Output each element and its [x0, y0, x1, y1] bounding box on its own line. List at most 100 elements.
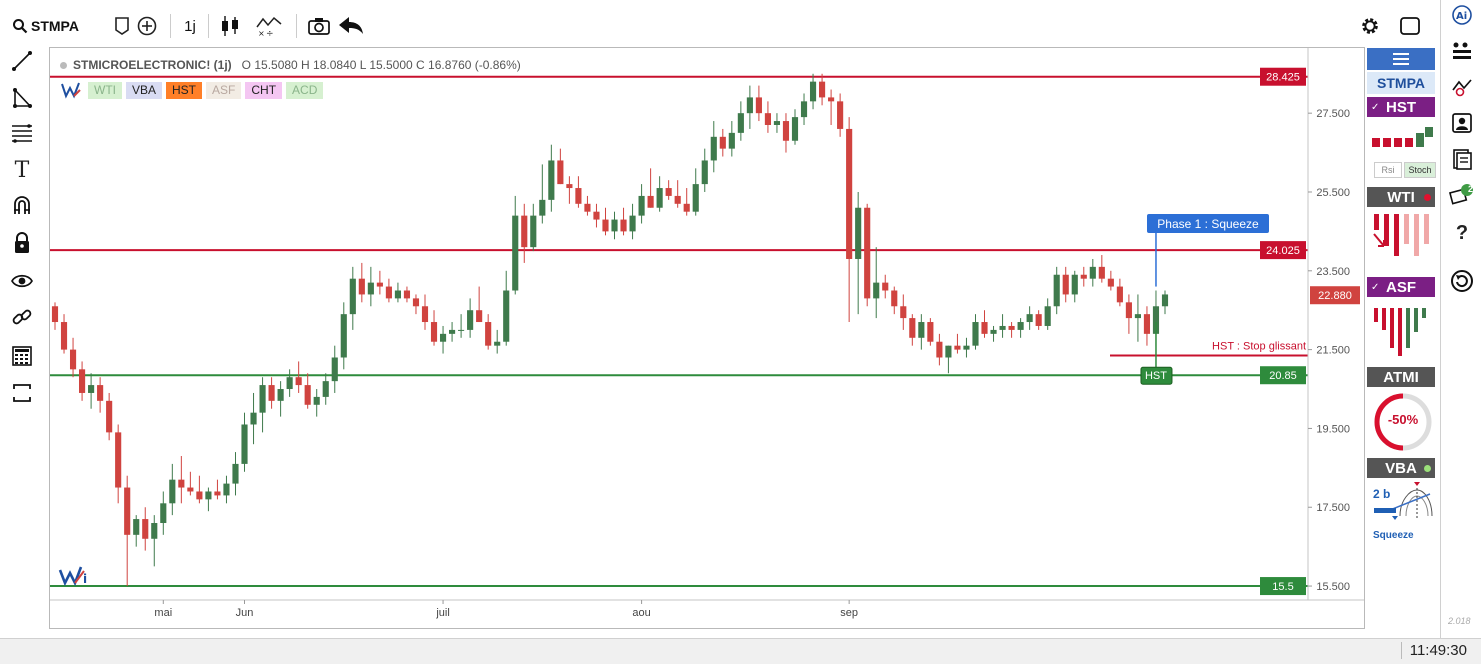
candle: [954, 333, 961, 354]
trend-line-icon[interactable]: [9, 48, 35, 74]
magnet-icon[interactable]: [9, 192, 35, 218]
hst-tag-label: HST: [1145, 370, 1167, 382]
add-indicator-icon[interactable]: [136, 12, 158, 40]
wti-header[interactable]: WTI: [1367, 187, 1435, 207]
candle: [620, 207, 627, 236]
atmi-value: -50%: [1387, 412, 1419, 427]
candle-body: [223, 483, 230, 496]
panel-menu-button[interactable]: [1367, 48, 1435, 70]
candles-icon[interactable]: [218, 12, 242, 40]
level-tag: [1260, 366, 1306, 385]
candle: [403, 286, 411, 303]
candle-body: [828, 97, 835, 102]
fibonacci-icon[interactable]: [9, 120, 35, 146]
candle-body: [692, 184, 699, 212]
level-label: 15.5: [1272, 581, 1293, 593]
candle: [728, 121, 735, 157]
refresh-icon[interactable]: [1449, 268, 1475, 294]
candle-body: [882, 282, 889, 291]
asf-header[interactable]: ✓ ASF: [1367, 277, 1435, 297]
indicator-bar: WTI VBA HST ASF CHT ACD: [60, 80, 327, 100]
candle-body: [367, 282, 374, 295]
indicator-pill[interactable]: HST: [166, 81, 203, 99]
candle: [376, 270, 383, 295]
candle-body: [755, 97, 762, 114]
candle: [340, 302, 347, 370]
calculator-icon[interactable]: [9, 343, 35, 369]
strategy-icon[interactable]: [1449, 74, 1475, 100]
candle-body: [611, 219, 618, 232]
triangle-tool-icon[interactable]: [9, 85, 35, 111]
eye-icon[interactable]: [9, 268, 35, 294]
camera-icon[interactable]: [306, 12, 332, 40]
expand-icon[interactable]: [9, 380, 35, 406]
candle: [1053, 266, 1060, 315]
vba-header[interactable]: VBA: [1367, 458, 1435, 478]
candle-body: [1008, 325, 1015, 330]
y-tick-label: 21.500: [1316, 345, 1350, 357]
candle: [503, 270, 510, 346]
candle: [593, 203, 600, 228]
indicator-pill[interactable]: VBA: [126, 81, 163, 99]
link-icon[interactable]: [9, 304, 35, 330]
candle: [259, 377, 266, 433]
portfolio-icon[interactable]: [1449, 146, 1475, 172]
indicator-pill[interactable]: WTI: [88, 81, 122, 99]
hst-header[interactable]: ✓ HST: [1367, 97, 1435, 117]
candle: [449, 322, 456, 342]
candle: [430, 310, 438, 346]
indicator-pill[interactable]: ASF: [206, 81, 242, 99]
indicator-pill[interactable]: ACD: [286, 81, 324, 99]
candle: [828, 89, 835, 125]
atmi-header[interactable]: ATMI: [1367, 367, 1435, 387]
rsi-button[interactable]: Rsi: [1374, 162, 1402, 178]
candle-body: [1026, 314, 1033, 323]
candle-body: [1071, 274, 1078, 295]
candle-body: [593, 211, 600, 220]
candle: [268, 377, 275, 409]
account-icon[interactable]: [1449, 110, 1475, 136]
undo-icon[interactable]: [336, 12, 366, 40]
candle: [69, 337, 77, 378]
candle-body: [124, 487, 131, 535]
indicator-pill[interactable]: CHT: [245, 81, 283, 99]
price-chart[interactable]: 28.425 24.025 20.85 15.5 Phase 1 : Squeeze H…: [50, 48, 1364, 628]
candle-body: [79, 369, 86, 393]
candle-body: [340, 314, 347, 358]
candle: [674, 180, 681, 208]
candle: [394, 282, 401, 303]
app-sidebar: Ai 2 ? 2.018: [1440, 0, 1481, 640]
candle-body: [566, 184, 573, 189]
wti-bars: [1373, 214, 1429, 256]
candle-body: [259, 385, 266, 413]
chart-area[interactable]: 28.425 24.025 20.85 15.5 Phase 1 : Squeeze H…: [49, 47, 1365, 629]
interval-button[interactable]: 1j: [184, 17, 196, 35]
level-tag: [1260, 67, 1306, 86]
symbol-search[interactable]: STMPA: [12, 12, 79, 40]
indicators-icon[interactable]: × ÷: [254, 12, 284, 40]
candle-body: [864, 207, 871, 299]
candle-body: [1053, 274, 1060, 307]
candle: [241, 412, 248, 472]
settings-icon[interactable]: [1357, 12, 1383, 40]
candle-body: [909, 318, 916, 338]
help-icon[interactable]: ?: [1455, 221, 1469, 244]
text-tool-icon[interactable]: T: [14, 157, 30, 183]
candle-body: [891, 290, 898, 307]
candle: [891, 286, 898, 315]
stoch-button[interactable]: Stoch: [1404, 162, 1436, 178]
candle: [142, 507, 149, 551]
candle: [277, 381, 284, 417]
candle-body: [1044, 306, 1051, 326]
svg-text:÷: ÷: [266, 29, 274, 37]
wai-watermark-icon: i: [58, 562, 92, 591]
scanner-icon[interactable]: [1449, 38, 1475, 64]
ai-assistant-icon[interactable]: Ai: [1449, 2, 1475, 28]
candle: [764, 101, 771, 133]
candle: [88, 373, 95, 409]
fullscreen-icon[interactable]: [1397, 12, 1423, 40]
x-tick-label: aou: [632, 607, 650, 619]
alerts-icon[interactable]: 2: [1449, 182, 1475, 208]
compare-icon[interactable]: [112, 12, 132, 40]
lock-icon[interactable]: [9, 230, 35, 256]
